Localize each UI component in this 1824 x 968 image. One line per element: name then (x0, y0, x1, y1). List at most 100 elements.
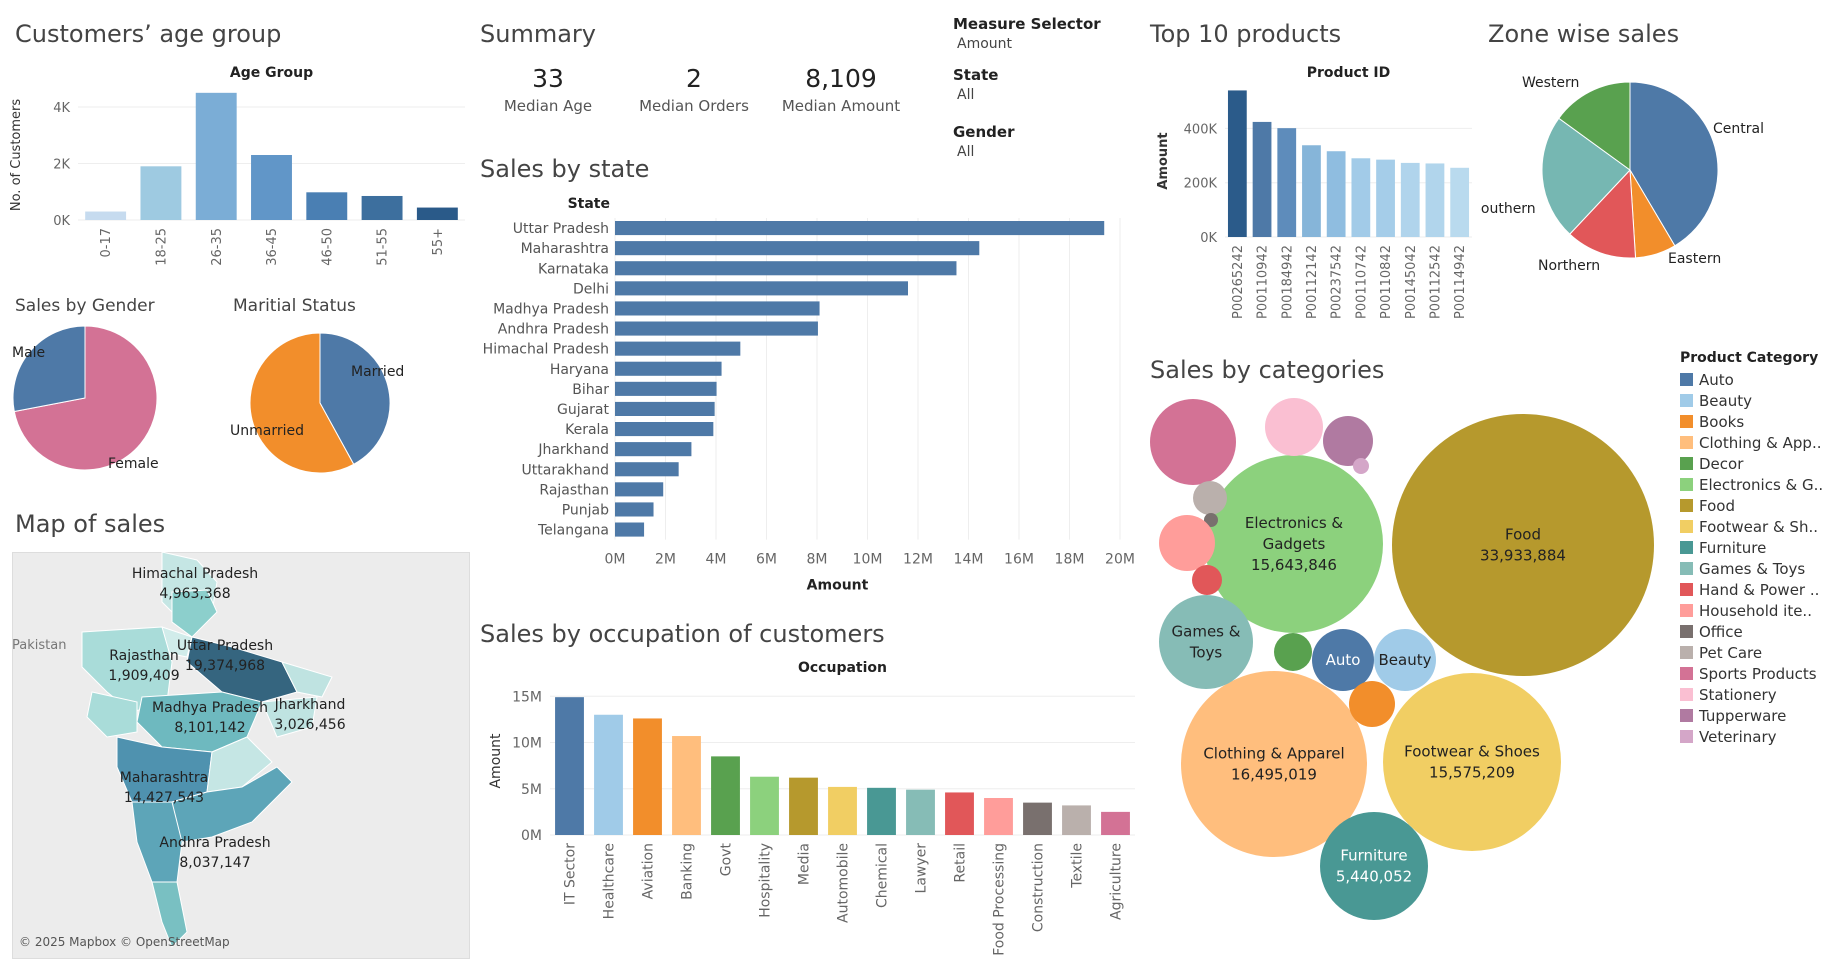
age-bar[interactable] (361, 195, 403, 220)
pie-slice[interactable] (1558, 81, 1631, 171)
legend-item[interactable]: Footwear & Sh.. (1680, 518, 1818, 536)
top10-bar[interactable] (1351, 158, 1371, 237)
top10-bar[interactable] (1302, 145, 1321, 237)
age-bar[interactable] (195, 92, 237, 220)
top10-bar[interactable] (1376, 159, 1395, 237)
occupation-bar[interactable] (555, 697, 584, 835)
occupation-bar[interactable] (672, 736, 701, 835)
state-bar[interactable] (615, 221, 1105, 236)
pie-slice[interactable] (1541, 117, 1631, 235)
category-bubble[interactable] (1159, 595, 1253, 689)
state-bar[interactable] (615, 381, 717, 396)
occupation-bar[interactable] (828, 786, 857, 835)
map-region-gujarat[interactable] (86, 691, 138, 738)
category-bubble[interactable] (1181, 671, 1367, 857)
legend-item[interactable]: Tupperware (1680, 707, 1786, 725)
occupation-bar[interactable] (1062, 805, 1091, 835)
india-map[interactable]: Himachal Pradesh 4,963,368 Uttar Pradesh 19… (12, 552, 468, 957)
category-bubble[interactable] (1392, 414, 1654, 676)
state-bar[interactable] (615, 241, 980, 256)
category-bubble[interactable] (1159, 515, 1215, 571)
occupation-bar[interactable] (750, 776, 779, 835)
pie-slice[interactable] (12, 325, 86, 413)
pie-slice[interactable] (1569, 168, 1637, 259)
map-region-bihar[interactable] (281, 661, 333, 698)
category-bubble[interactable] (1374, 629, 1436, 691)
state-bar[interactable] (615, 341, 741, 356)
occupation-bar[interactable] (906, 789, 935, 835)
map-region-jharkhand[interactable] (261, 696, 318, 738)
legend-item[interactable]: Beauty (1680, 392, 1752, 410)
age-bar[interactable] (251, 155, 292, 220)
category-bubble[interactable] (1383, 673, 1561, 851)
map-region-kerala[interactable] (151, 881, 188, 948)
category-bubble[interactable] (1205, 455, 1383, 633)
legend-item[interactable]: Food (1680, 497, 1735, 515)
state-bar[interactable] (615, 361, 722, 376)
pie-slice[interactable] (13, 325, 158, 471)
legend-item[interactable]: Stationery (1680, 686, 1777, 704)
state-bar[interactable] (615, 442, 692, 457)
state-bar[interactable] (615, 281, 908, 296)
legend-item[interactable]: Sports Products (1680, 665, 1817, 683)
legend-item[interactable]: Furniture (1680, 539, 1766, 557)
map-region-chhattisgarh[interactable] (206, 736, 273, 793)
pie-slice[interactable] (1629, 81, 1719, 247)
occupation-bar[interactable] (594, 714, 623, 835)
top10-bar[interactable] (1252, 121, 1272, 237)
legend-item[interactable]: Books (1680, 413, 1744, 431)
legend-item[interactable]: Household ite.. (1680, 602, 1812, 620)
occupation-bar[interactable] (789, 777, 818, 835)
state-bar[interactable] (615, 422, 714, 437)
top10-bar[interactable] (1450, 167, 1470, 237)
occupation-bar[interactable] (1101, 811, 1130, 835)
state-filter-value[interactable]: All (957, 87, 975, 103)
category-bubble[interactable] (1192, 565, 1222, 595)
category-bubble[interactable] (1312, 629, 1374, 691)
top10-bar[interactable] (1277, 128, 1297, 237)
state-bar[interactable] (615, 321, 818, 336)
top10-bar[interactable] (1326, 151, 1346, 237)
legend-item[interactable]: Clothing & App.. (1680, 434, 1821, 452)
occupation-bar[interactable] (633, 718, 662, 835)
legend-item[interactable]: Games & Toys (1680, 560, 1805, 578)
state-bar[interactable] (615, 261, 957, 276)
top10-bar[interactable] (1227, 90, 1247, 237)
top10-bar[interactable] (1425, 163, 1445, 237)
legend-item[interactable]: Auto (1680, 371, 1734, 389)
measure-selector-value[interactable]: Amount (957, 36, 1013, 52)
category-bubble[interactable] (1193, 481, 1227, 515)
age-bar[interactable] (416, 207, 458, 220)
state-bar[interactable] (615, 401, 715, 416)
occupation-bar[interactable] (867, 787, 896, 835)
legend-item[interactable]: Pet Care (1680, 644, 1762, 662)
age-bar[interactable] (140, 166, 182, 220)
pie-slice[interactable] (319, 332, 391, 466)
state-bar[interactable] (615, 502, 654, 517)
occupation-bar[interactable] (711, 756, 740, 835)
age-bar[interactable] (306, 192, 348, 220)
legend-item[interactable]: Hand & Power .. (1680, 581, 1819, 599)
state-bar[interactable] (615, 482, 664, 497)
occupation-bar[interactable] (945, 792, 974, 835)
state-bar[interactable] (615, 301, 820, 316)
category-bubble[interactable] (1320, 812, 1428, 920)
legend-item[interactable]: Decor (1680, 455, 1743, 473)
state-bar[interactable] (615, 462, 679, 477)
age-bar[interactable] (85, 211, 127, 220)
top10-bar[interactable] (1400, 162, 1420, 237)
gender-filter-value[interactable]: All (957, 144, 975, 160)
legend-item[interactable]: Office (1680, 623, 1743, 641)
category-bubble[interactable] (1204, 513, 1218, 527)
pie-slice[interactable] (249, 332, 355, 474)
map-region-uttar-pradesh[interactable] (186, 636, 298, 703)
state-bar[interactable] (615, 522, 645, 537)
map-region-himachal[interactable] (171, 589, 218, 638)
legend-item[interactable]: Electronics & G.. (1680, 476, 1823, 494)
category-bubble[interactable] (1274, 633, 1312, 671)
category-bubble[interactable] (1323, 416, 1373, 466)
category-bubble[interactable] (1150, 399, 1236, 485)
category-bubble[interactable] (1349, 681, 1395, 727)
occupation-bar[interactable] (1023, 802, 1052, 835)
legend-item[interactable]: Veterinary (1680, 728, 1777, 746)
